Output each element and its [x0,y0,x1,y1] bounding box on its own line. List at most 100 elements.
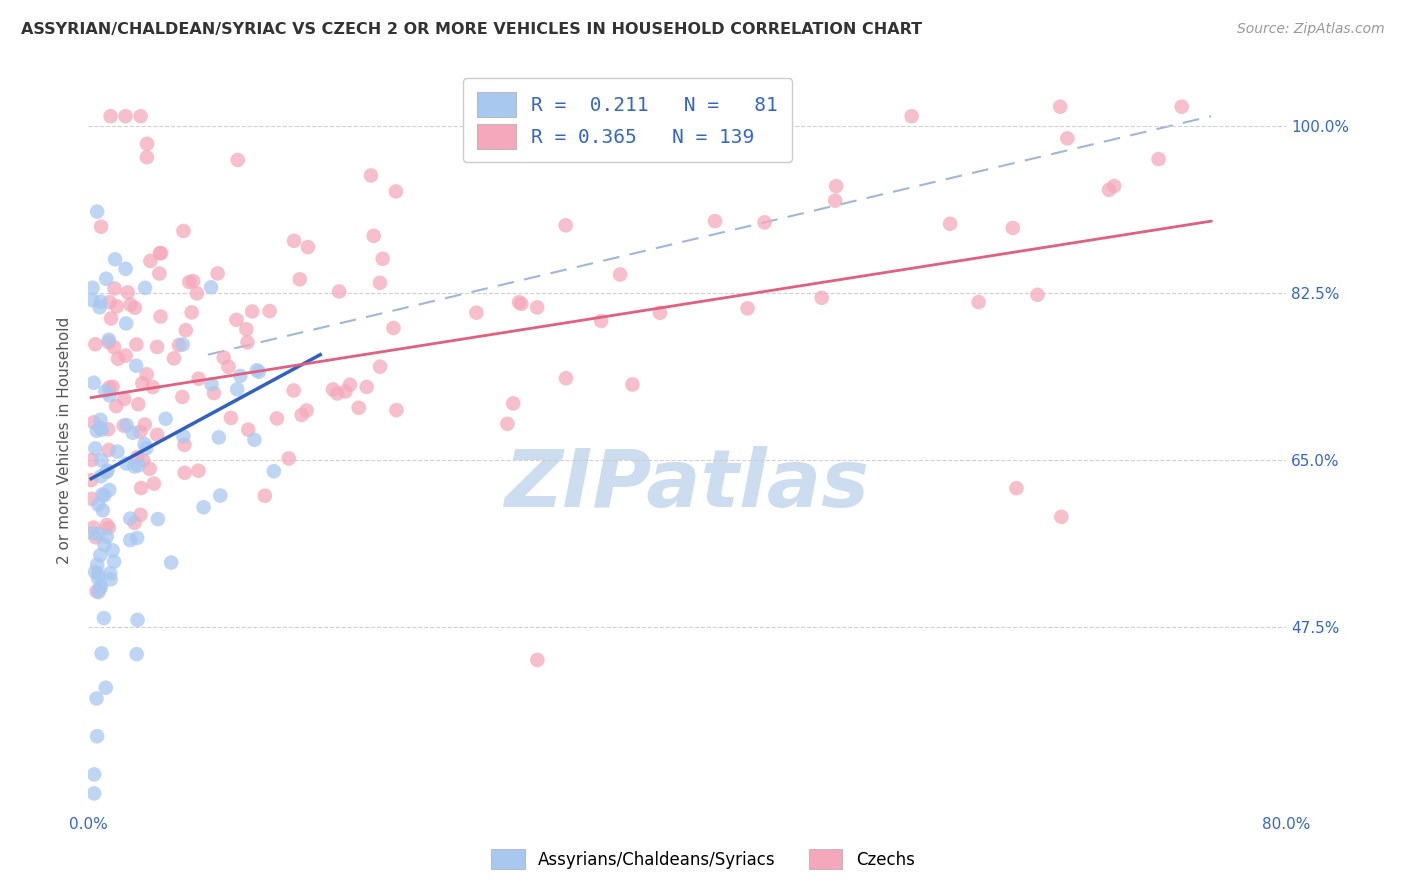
Point [127,613,149,627]
Point [96,465,118,479]
Point [100,109,122,123]
Point [129,508,152,522]
Point [173,466,195,480]
Point [226,382,249,396]
Point [97,335,120,350]
Point [84,530,107,544]
Point [103,555,125,569]
Point [127,458,149,473]
Point [502,396,524,410]
Point [163,351,186,366]
Point [688,103,710,118]
Point [97,422,120,436]
Point [135,368,157,382]
Point [160,556,183,570]
Point [98,388,121,402]
Point [96,464,118,478]
Point [90,423,112,437]
Point [266,411,288,425]
Point [526,301,548,315]
Point [96,530,118,544]
Point [172,337,194,351]
Point [114,109,136,123]
Point [277,451,299,466]
Point [97,333,120,347]
Point [121,425,143,440]
Point [146,340,169,354]
Point [179,275,201,289]
Point [202,386,225,401]
Point [135,150,157,164]
Point [90,453,112,467]
Point [87,527,110,541]
Point [115,418,138,433]
Point [129,109,152,123]
Point [83,376,105,390]
Point [129,481,152,495]
Point [824,194,846,208]
Point [97,442,120,457]
Point [360,169,382,183]
Point [89,300,111,314]
Point [105,444,128,458]
Point [83,787,105,801]
Point [465,306,488,320]
Point [328,285,350,299]
Point [91,503,114,517]
Point [86,204,108,219]
Point [247,365,270,379]
Point [142,380,165,394]
Point [86,729,108,743]
Point [134,281,156,295]
Point [371,252,394,266]
Point [1026,287,1049,301]
Point [291,408,314,422]
Point [115,317,138,331]
Point [100,311,122,326]
Point [124,301,146,315]
Point [84,337,107,351]
Point [283,234,305,248]
Point [900,109,922,123]
Point [200,280,222,294]
Point [645,109,668,123]
Point [89,548,111,562]
Point [208,430,231,444]
Point [339,377,361,392]
Point [238,423,260,437]
Point [229,368,252,383]
Point [356,380,378,394]
Point [209,489,232,503]
Point [1049,100,1071,114]
Point [114,349,136,363]
Point [219,410,242,425]
Point [263,464,285,478]
Point [86,558,108,572]
Point [1056,131,1078,145]
Point [554,219,576,233]
Text: Source: ZipAtlas.com: Source: ZipAtlas.com [1237,22,1385,37]
Point [131,376,153,391]
Point [180,305,202,319]
Point [225,313,247,327]
Point [101,380,124,394]
Point [217,359,239,374]
Point [259,304,281,318]
Point [125,359,148,373]
Point [150,246,173,260]
Legend: R =  0.211   N =   81, R = 0.365   N = 139: R = 0.211 N = 81, R = 0.365 N = 139 [463,78,792,162]
Point [98,295,121,310]
Point [591,128,613,143]
Point [496,417,519,431]
Point [100,573,122,587]
Point [207,267,229,281]
Point [105,399,128,413]
Point [89,582,111,596]
Point [295,403,318,417]
Text: ASSYRIAN/CHALDEAN/SYRIAC VS CZECH 2 OR MORE VEHICLES IN HOUSEHOLD CORRELATION CH: ASSYRIAN/CHALDEAN/SYRIAC VS CZECH 2 OR M… [21,22,922,37]
Point [253,489,276,503]
Point [235,322,257,336]
Point [243,433,266,447]
Point [124,516,146,530]
Point [967,295,990,310]
